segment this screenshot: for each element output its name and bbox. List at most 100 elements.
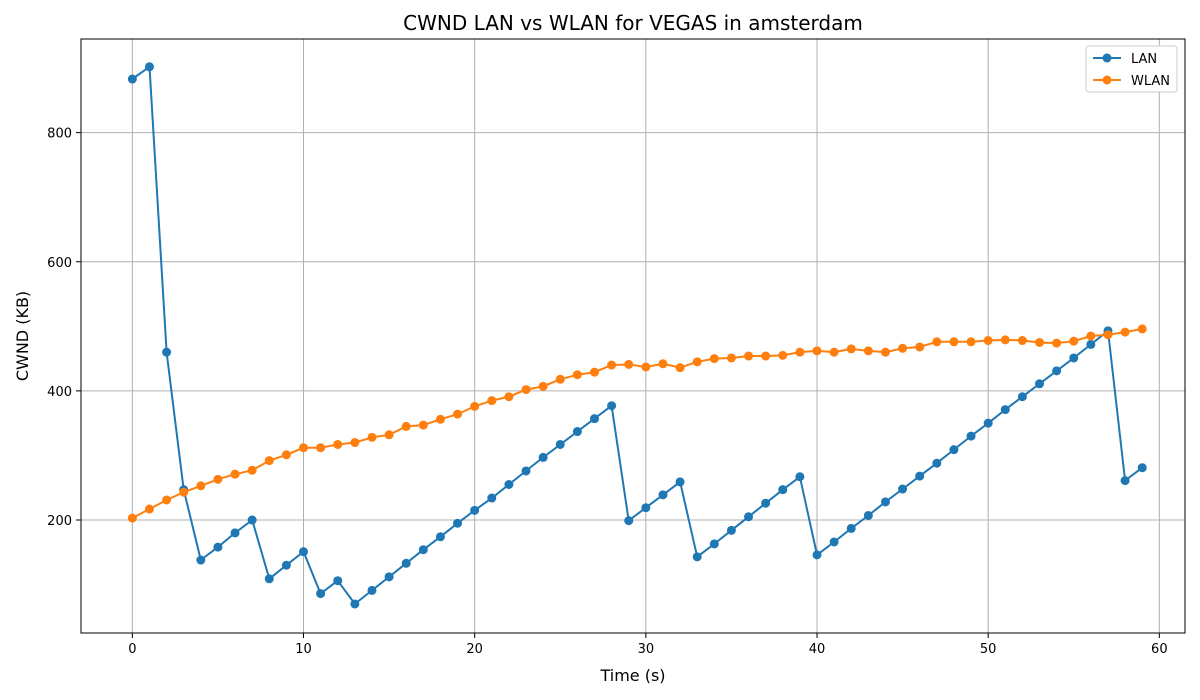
data-point-lan — [846, 523, 856, 533]
data-point-wlan — [264, 456, 274, 466]
data-point-lan — [1137, 463, 1147, 473]
data-point-wlan — [333, 439, 343, 449]
y-axis-ticks: 200 400 600 800 — [47, 127, 81, 529]
data-point-wlan — [812, 346, 822, 356]
plot-area — [127, 62, 1147, 609]
data-point-lan — [675, 477, 685, 487]
data-point-wlan — [846, 344, 856, 354]
data-point-lan — [641, 503, 651, 513]
data-point-lan — [915, 471, 925, 481]
data-point-lan — [898, 484, 908, 494]
data-point-lan — [744, 512, 754, 522]
data-point-wlan — [572, 370, 582, 380]
legend-marker-lan — [1102, 53, 1112, 63]
data-point-lan — [504, 480, 514, 489]
y-tick-label: 400 — [47, 385, 72, 400]
data-point-wlan — [435, 414, 445, 424]
data-point-wlan — [179, 487, 189, 497]
legend-marker-wlan — [1102, 75, 1112, 85]
x-tick-label: 50 — [980, 642, 997, 657]
data-point-wlan — [521, 385, 531, 395]
data-point-lan — [983, 418, 993, 428]
x-axis-label: Time (s) — [599, 666, 665, 685]
x-tick-label: 30 — [638, 642, 655, 657]
y-axis-label: CWND (KB) — [13, 291, 32, 381]
data-point-wlan — [1120, 327, 1130, 337]
data-point-lan — [1035, 379, 1045, 389]
data-point-lan — [470, 505, 480, 515]
x-tick-label: 60 — [1151, 642, 1168, 657]
data-point-lan — [316, 589, 326, 599]
data-point-lan — [1086, 339, 1096, 349]
data-point-wlan — [247, 465, 257, 475]
data-point-lan — [1000, 405, 1010, 415]
data-point-lan — [230, 528, 240, 538]
data-point-lan — [795, 472, 805, 482]
data-point-lan — [401, 558, 411, 568]
data-point-wlan — [418, 420, 428, 430]
data-point-wlan — [401, 421, 411, 431]
data-point-lan — [453, 518, 463, 528]
data-point-lan — [162, 347, 172, 357]
data-point-wlan — [932, 337, 942, 347]
data-point-lan — [572, 427, 582, 437]
data-point-wlan — [795, 347, 805, 357]
data-point-wlan — [1035, 337, 1045, 347]
data-point-lan — [127, 74, 137, 84]
data-point-wlan — [299, 443, 309, 453]
data-point-wlan — [350, 438, 360, 448]
data-point-wlan — [1103, 330, 1113, 340]
chart-title: CWND LAN vs WLAN for VEGAS in amsterdam — [403, 11, 863, 35]
data-point-wlan — [384, 430, 394, 440]
legend: LAN WLAN — [1085, 45, 1178, 93]
data-point-wlan — [915, 342, 925, 352]
data-point-lan — [761, 498, 771, 508]
data-point-wlan — [1069, 336, 1079, 346]
data-point-lan — [966, 431, 976, 441]
legend-label-wlan: WLAN — [1131, 74, 1170, 89]
data-point-lan — [487, 493, 497, 503]
legend-label-lan: LAN — [1131, 52, 1157, 67]
plot-frame — [80, 38, 1186, 634]
data-point-lan — [333, 576, 343, 586]
series-line-lan — [131, 65, 1143, 605]
data-point-wlan — [538, 381, 548, 391]
data-point-wlan — [624, 359, 634, 369]
data-point-lan — [213, 542, 223, 552]
data-point-wlan — [470, 401, 480, 411]
data-point-wlan — [675, 363, 685, 373]
data-point-wlan — [641, 362, 651, 372]
data-point-lan — [829, 537, 839, 547]
y-tick-label: 600 — [47, 256, 72, 271]
x-tick-label: 40 — [809, 642, 826, 657]
data-point-lan — [196, 555, 206, 565]
y-tick-label: 800 — [47, 127, 72, 142]
data-point-wlan — [230, 469, 240, 479]
data-point-lan — [658, 490, 668, 500]
data-point-lan — [812, 550, 822, 560]
x-tick-label: 0 — [128, 642, 136, 657]
data-point-wlan — [127, 513, 137, 523]
data-point-wlan — [1086, 331, 1096, 341]
data-point-wlan — [213, 474, 223, 484]
data-point-wlan — [880, 347, 890, 357]
data-point-wlan — [281, 450, 291, 460]
data-point-lan — [1069, 353, 1079, 363]
data-point-wlan — [196, 481, 206, 491]
data-point-wlan — [983, 336, 993, 346]
data-point-wlan — [966, 337, 976, 347]
data-point-lan — [521, 466, 531, 476]
data-point-lan — [1017, 392, 1027, 402]
data-point-lan — [863, 510, 873, 520]
data-point-wlan — [589, 367, 599, 377]
data-point-lan — [726, 525, 736, 535]
x-axis-ticks: 0 10 20 30 40 50 60 — [128, 633, 1168, 657]
data-point-wlan — [692, 357, 702, 367]
data-point-lan — [350, 599, 360, 609]
data-point-lan — [624, 516, 634, 526]
data-point-lan — [299, 547, 309, 557]
data-point-lan — [555, 439, 565, 449]
data-point-lan — [692, 552, 702, 562]
data-point-wlan — [778, 350, 788, 360]
data-point-wlan — [726, 353, 736, 363]
